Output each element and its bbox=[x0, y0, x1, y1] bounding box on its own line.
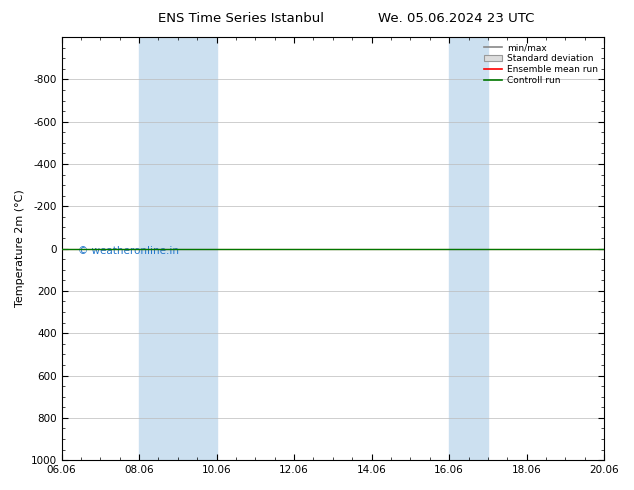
Bar bbox=[449, 37, 488, 460]
Text: ENS Time Series Istanbul: ENS Time Series Istanbul bbox=[158, 12, 324, 25]
Bar bbox=[139, 37, 217, 460]
Legend: min/max, Standard deviation, Ensemble mean run, Controll run: min/max, Standard deviation, Ensemble me… bbox=[482, 42, 600, 87]
Text: We. 05.06.2024 23 UTC: We. 05.06.2024 23 UTC bbox=[378, 12, 534, 25]
Y-axis label: Temperature 2m (°C): Temperature 2m (°C) bbox=[15, 190, 25, 307]
Text: © weatheronline.in: © weatheronline.in bbox=[78, 246, 179, 256]
